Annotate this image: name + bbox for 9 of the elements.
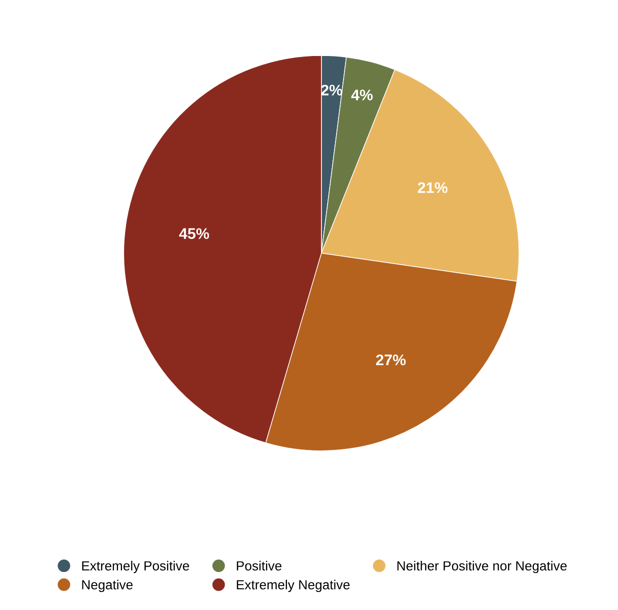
- legend-label: Extremely Negative: [236, 580, 350, 592]
- legend-label: Extremely Positive: [82, 560, 190, 574]
- legend-label: Neither Positive nor Negative: [397, 560, 567, 574]
- data-label: 4%: [351, 90, 373, 100]
- data-label: 45%: [179, 228, 210, 239]
- legend-label: Negative: [82, 580, 133, 592]
- data-label: 21%: [418, 182, 448, 193]
- data-label: 27%: [376, 354, 406, 366]
- legend-label: Positive: [236, 560, 282, 571]
